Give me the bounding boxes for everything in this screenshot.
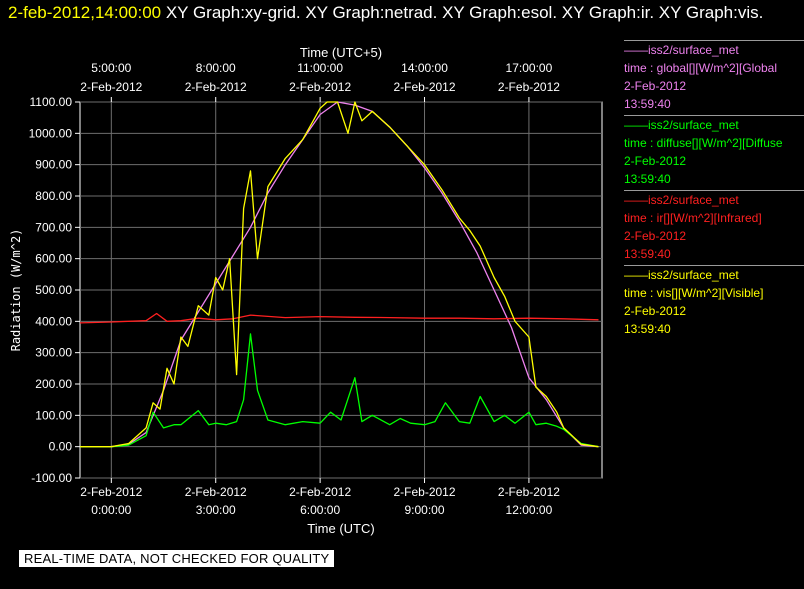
x-tick-date: 2-Feb-2012: [80, 485, 142, 499]
top-tick-date: 2-Feb-2012: [393, 80, 455, 94]
x-tick-date: 2-Feb-2012: [393, 485, 455, 499]
y-tick-label: 900.00: [35, 158, 72, 172]
legend-desc: time : diffuse[][W/m^2][Diffuse: [624, 136, 783, 150]
legend-source: ——iss2/surface_met: [624, 118, 739, 132]
legend-time: 13:59:40: [624, 172, 671, 186]
legend-time: 13:59:40: [624, 247, 671, 261]
legend-date: 2-Feb-2012: [624, 304, 687, 318]
x-tick-time: 9:00:00: [404, 503, 444, 517]
y-tick-label: 400.00: [35, 314, 72, 328]
x-axis-label: Time (UTC): [307, 521, 374, 536]
x-tick-time: 12:00:00: [506, 503, 553, 517]
legend-date: 2-Feb-2012: [624, 79, 687, 93]
series-line-vis: [80, 101, 599, 448]
legend-source: ——iss2/surface_met: [624, 268, 739, 282]
y-tick-label: 800.00: [35, 189, 72, 203]
top-tick-time: 8:00:00: [196, 61, 236, 75]
y-tick-label: 1100.00: [30, 95, 73, 109]
x-tick-date: 2-Feb-2012: [498, 485, 560, 499]
graph-title: 2-feb-2012,14:00:00 XY Graph:xy-grid. XY…: [8, 2, 798, 23]
y-tick-label: 1000.00: [29, 126, 73, 140]
top-tick-time: 14:00:00: [401, 61, 448, 75]
x-tick-date: 2-Feb-2012: [185, 485, 247, 499]
y-tick-label: 200.00: [35, 377, 72, 391]
series-line-diffuse: [80, 333, 599, 448]
x-tick-date: 2-Feb-2012: [289, 485, 351, 499]
x-tick-time: 3:00:00: [196, 503, 236, 517]
y-tick-label: 600.00: [35, 252, 72, 266]
legend-desc: time : global[][W/m^2][Global: [624, 61, 778, 75]
legend-source: ——iss2/surface_met: [624, 43, 739, 57]
x-tick-time: 0:00:00: [91, 503, 131, 517]
quality-notice: REAL-TIME DATA, NOT CHECKED FOR QUALITY: [19, 550, 335, 567]
y-tick-label: 500.00: [35, 283, 72, 297]
y-tick-label: 700.00: [35, 220, 72, 234]
y-tick-label: 100.00: [35, 408, 72, 422]
top-tick-date: 2-Feb-2012: [498, 80, 560, 94]
top-tick-date: 2-Feb-2012: [185, 80, 247, 94]
y-tick-label: 300.00: [35, 346, 72, 360]
legend-desc: time : ir[][W/m^2][Infrared]: [624, 211, 762, 225]
x2-axis-label: Time (UTC+5): [300, 45, 382, 60]
series-line-global: [80, 101, 599, 448]
legend-date: 2-Feb-2012: [624, 229, 687, 243]
y-axis-label: Radiation (W/m^2): [9, 229, 23, 352]
legend-source: ——iss2/surface_met: [624, 193, 739, 207]
title-timestamp: 2-feb-2012,14:00:00: [8, 3, 162, 22]
y-tick-label: -100.00: [31, 471, 72, 485]
top-tick-date: 2-Feb-2012: [80, 80, 142, 94]
series-line-ir: [79, 312, 599, 324]
top-tick-time: 11:00:00: [297, 61, 343, 75]
title-graph-list: XY Graph:xy-grid. XY Graph:netrad. XY Gr…: [161, 3, 764, 22]
legend-date: 2-Feb-2012: [624, 154, 687, 168]
top-tick-time: 17:00:00: [506, 61, 553, 75]
legend-time: 13:59:40: [624, 97, 671, 111]
legend-desc: time : vis[][W/m^2][Visible]: [624, 286, 764, 300]
top-tick-time: 5:00:00: [91, 61, 131, 75]
y-tick-label: 0.00: [49, 440, 73, 454]
top-tick-date: 2-Feb-2012: [289, 80, 351, 94]
legend-time: 13:59:40: [624, 322, 671, 336]
x-tick-time: 6:00:00: [300, 503, 340, 517]
